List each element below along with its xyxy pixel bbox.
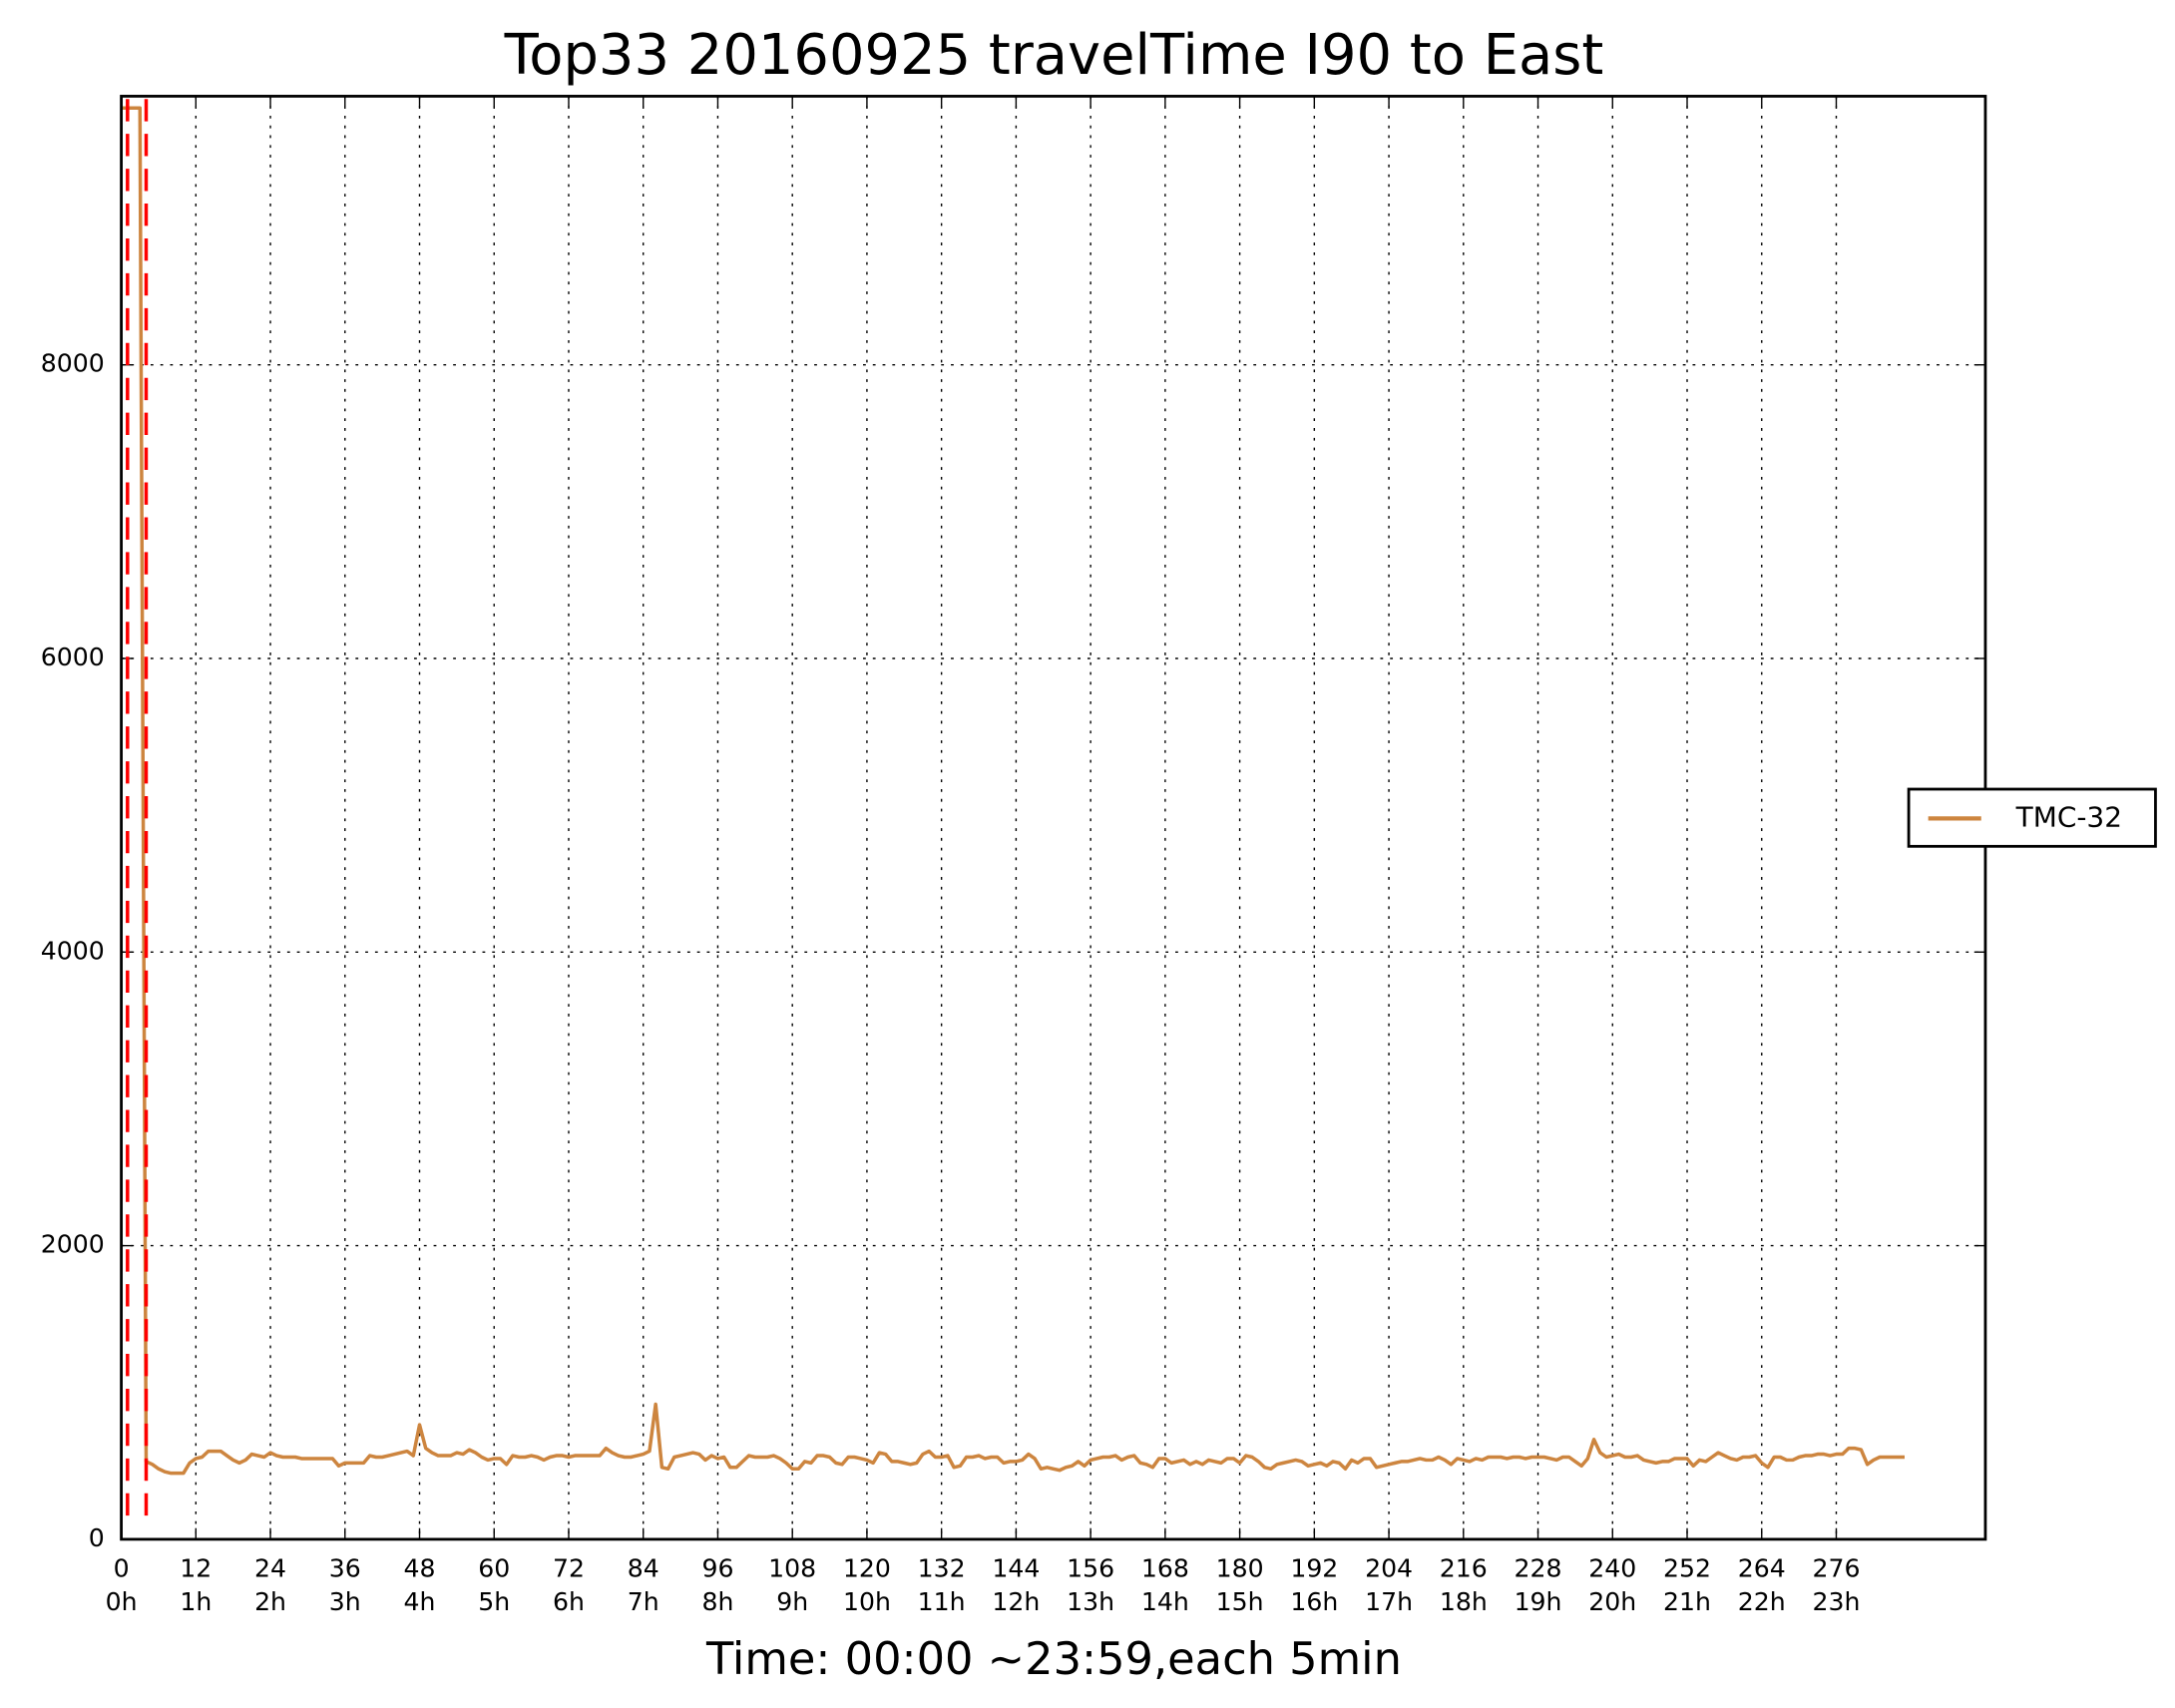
- x-tick-hour-label: 6h: [553, 1587, 585, 1616]
- x-tick-label: 120: [843, 1554, 891, 1583]
- x-tick-hour-label: 4h: [404, 1587, 436, 1616]
- x-tick-hour-label: 7h: [628, 1587, 659, 1616]
- x-tick-hour-label: 13h: [1067, 1587, 1114, 1616]
- chart-title: Top33 20160925 travelTime I90 to East: [504, 23, 1604, 88]
- x-tick-label: 96: [701, 1554, 733, 1583]
- x-tick-hour-label: 16h: [1290, 1587, 1338, 1616]
- x-tick-hour-label: 8h: [701, 1587, 733, 1616]
- x-axis-label: Time: 00:00 ~23:59,each 5min: [705, 1632, 1402, 1685]
- x-tick-hour-label: 12h: [992, 1587, 1040, 1616]
- x-tick-label: 276: [1812, 1554, 1860, 1583]
- x-tick-hour-label: 0h: [106, 1587, 138, 1616]
- data-line: [121, 106, 1905, 1476]
- x-tick-label: 180: [1216, 1554, 1264, 1583]
- x-tick-hour-label: 1h: [180, 1587, 212, 1616]
- x-tick-hour-label: 15h: [1216, 1587, 1264, 1616]
- x-tick-label: 216: [1440, 1554, 1488, 1583]
- x-tick-label: 228: [1515, 1554, 1562, 1583]
- x-tick-hour-label: 19h: [1515, 1587, 1562, 1616]
- y-tick-label: 8000: [41, 349, 105, 378]
- y-tick-label: 4000: [41, 936, 105, 965]
- x-tick-hour-label: 22h: [1738, 1587, 1786, 1616]
- x-tick-label: 204: [1365, 1554, 1413, 1583]
- x-tick-hour-label: 2h: [254, 1587, 286, 1616]
- x-tick-label: 168: [1141, 1554, 1189, 1583]
- x-tick-hour-label: 23h: [1813, 1587, 1861, 1616]
- x-tick-hour-label: 10h: [843, 1587, 891, 1616]
- y-tick-label: 6000: [41, 642, 105, 671]
- x-tick-hour-label: 21h: [1663, 1587, 1711, 1616]
- x-tick-label: 156: [1067, 1554, 1114, 1583]
- legend-label: TMC-32: [2015, 800, 2122, 833]
- x-tick-label: 108: [768, 1554, 816, 1583]
- x-tick-label: 0: [114, 1554, 130, 1583]
- x-tick-label: 84: [628, 1554, 659, 1583]
- x-tick-hour-label: 9h: [776, 1587, 808, 1616]
- x-tick-label: 12: [180, 1554, 212, 1583]
- x-tick-label: 72: [553, 1554, 585, 1583]
- x-tick-label: 192: [1290, 1554, 1338, 1583]
- x-tick-label: 24: [254, 1554, 286, 1583]
- x-tick-hour-label: 17h: [1365, 1587, 1413, 1616]
- x-tick-hour-label: 18h: [1440, 1587, 1488, 1616]
- y-tick-label: 2000: [41, 1230, 105, 1259]
- x-tick-label: 132: [918, 1554, 966, 1583]
- x-tick-label: 48: [404, 1554, 436, 1583]
- y-tick-label: 0: [89, 1523, 105, 1552]
- x-tick-hour-label: 11h: [918, 1587, 966, 1616]
- x-tick-label: 60: [478, 1554, 510, 1583]
- x-tick-hour-label: 3h: [329, 1587, 361, 1616]
- x-tick-label: 252: [1663, 1554, 1711, 1583]
- x-tick-hour-label: 5h: [478, 1587, 510, 1616]
- x-tick-label: 36: [329, 1554, 361, 1583]
- x-tick-label: 240: [1588, 1554, 1636, 1583]
- x-tick-label: 144: [992, 1554, 1040, 1583]
- x-tick-label: 264: [1738, 1554, 1786, 1583]
- x-tick-hour-label: 14h: [1141, 1587, 1189, 1616]
- x-tick-hour-label: 20h: [1588, 1587, 1636, 1616]
